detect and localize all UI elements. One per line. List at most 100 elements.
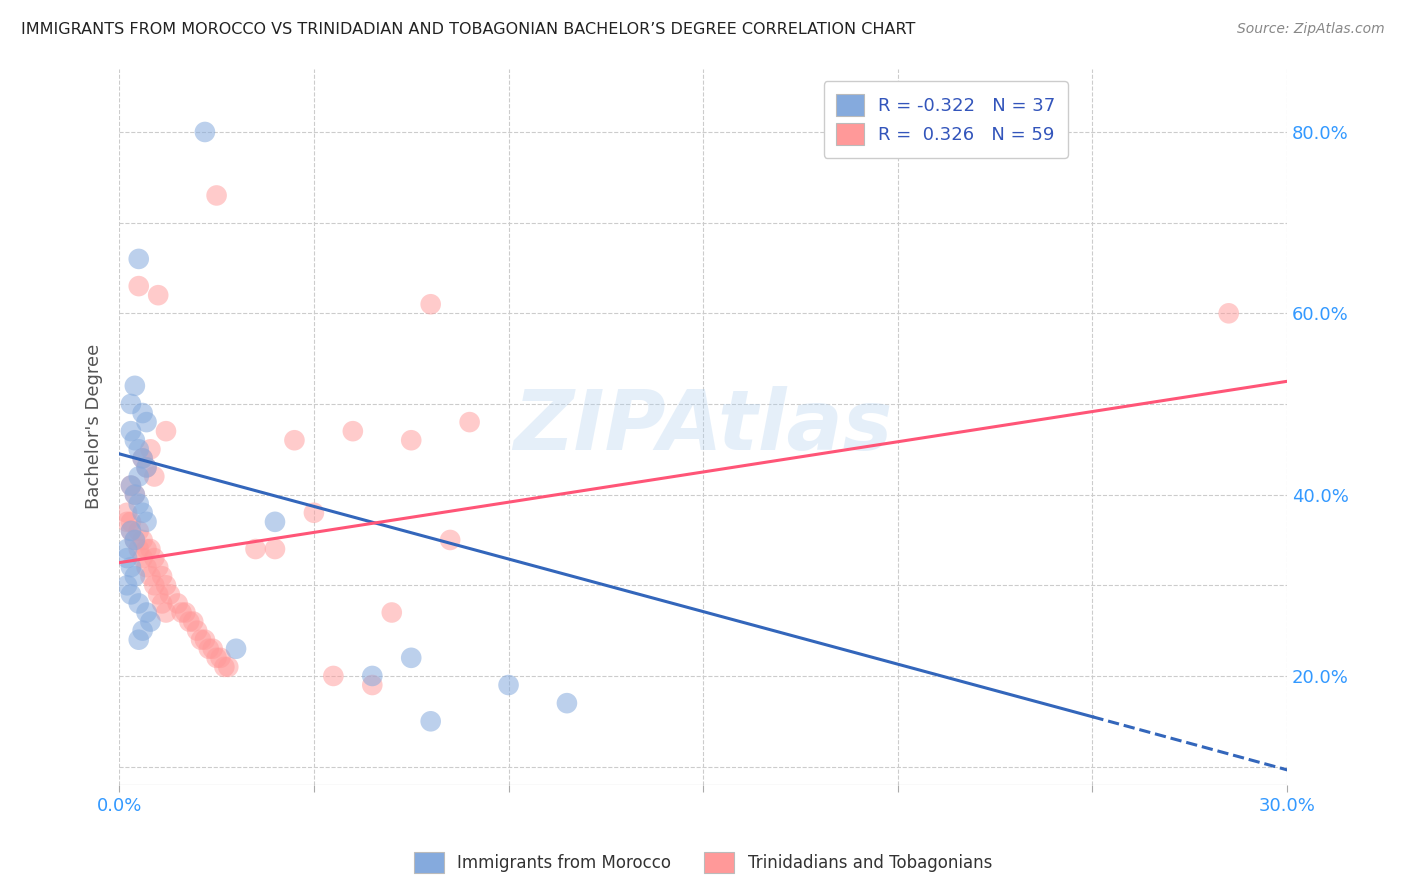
Point (139, 442, 162, 457)
Point (131, 533, 153, 547)
Point (131, 624, 153, 638)
Point (120, 424, 142, 438)
Point (361, 678, 384, 692)
Point (381, 606, 404, 620)
Point (186, 624, 208, 638)
Point (124, 488, 146, 502)
Point (131, 451, 153, 466)
Point (124, 533, 146, 547)
Point (124, 379, 146, 393)
Point (120, 478, 142, 492)
Point (128, 252, 150, 266)
Point (128, 596, 150, 610)
Point (120, 524, 142, 538)
Point (135, 460, 157, 475)
Point (205, 188, 228, 202)
Point (194, 632, 217, 647)
Point (150, 596, 173, 610)
Point (148, 587, 170, 601)
Point (120, 587, 142, 601)
Point (120, 524, 142, 538)
Point (166, 596, 188, 610)
Point (120, 560, 142, 574)
Point (419, 297, 441, 311)
Point (225, 641, 247, 656)
Point (124, 488, 146, 502)
Text: ZIPAtlas: ZIPAtlas (513, 386, 893, 467)
Point (124, 434, 146, 448)
Point (174, 606, 197, 620)
Point (115, 578, 138, 592)
Point (399, 434, 422, 448)
Point (148, 288, 170, 302)
Point (131, 451, 153, 466)
Point (283, 434, 305, 448)
Point (264, 542, 287, 557)
Point (155, 424, 177, 438)
Legend: Immigrants from Morocco, Trinidadians and Tobagonians: Immigrants from Morocco, Trinidadians an… (408, 846, 998, 880)
Point (120, 515, 142, 529)
Point (128, 524, 150, 538)
Point (1218, 306, 1240, 320)
Point (170, 606, 193, 620)
Point (190, 632, 212, 647)
Point (458, 415, 481, 429)
Point (179, 615, 201, 629)
Point (115, 551, 138, 566)
Point (139, 569, 162, 583)
Point (131, 406, 153, 420)
Point (555, 696, 578, 710)
Point (399, 650, 422, 665)
Point (181, 615, 204, 629)
Point (214, 660, 236, 674)
Point (245, 542, 267, 557)
Point (128, 632, 150, 647)
Point (128, 542, 150, 557)
Point (148, 560, 170, 574)
Y-axis label: Bachelor's Degree: Bachelor's Degree (86, 344, 103, 509)
Point (342, 424, 364, 438)
Point (135, 560, 157, 574)
Point (264, 515, 287, 529)
Point (217, 660, 239, 674)
Text: Source: ZipAtlas.com: Source: ZipAtlas.com (1237, 22, 1385, 37)
Point (361, 669, 384, 683)
Point (128, 279, 150, 293)
Point (131, 506, 153, 520)
Point (302, 506, 325, 520)
Point (135, 415, 157, 429)
Point (120, 397, 142, 411)
Point (159, 587, 181, 601)
Point (124, 569, 146, 583)
Point (155, 578, 177, 592)
Point (419, 714, 441, 729)
Point (205, 650, 228, 665)
Point (120, 478, 142, 492)
Point (155, 606, 177, 620)
Point (128, 442, 150, 457)
Point (115, 515, 138, 529)
Point (115, 542, 138, 557)
Point (209, 650, 232, 665)
Point (150, 569, 173, 583)
Point (139, 615, 162, 629)
Point (143, 469, 166, 483)
Point (115, 506, 138, 520)
Point (143, 578, 166, 592)
Text: IMMIGRANTS FROM MOROCCO VS TRINIDADIAN AND TOBAGONIAN BACHELOR’S DEGREE CORRELAT: IMMIGRANTS FROM MOROCCO VS TRINIDADIAN A… (21, 22, 915, 37)
Point (194, 125, 217, 139)
Point (131, 551, 153, 566)
Point (135, 515, 157, 529)
Point (201, 641, 224, 656)
Legend: R = -0.322   N = 37, R =  0.326   N = 59: R = -0.322 N = 37, R = 0.326 N = 59 (824, 81, 1067, 158)
Point (124, 533, 146, 547)
Point (322, 669, 344, 683)
Point (135, 460, 157, 475)
Point (135, 542, 157, 557)
Point (128, 497, 150, 511)
Point (198, 641, 221, 656)
Point (143, 551, 166, 566)
Point (128, 469, 150, 483)
Point (135, 606, 157, 620)
Point (498, 678, 520, 692)
